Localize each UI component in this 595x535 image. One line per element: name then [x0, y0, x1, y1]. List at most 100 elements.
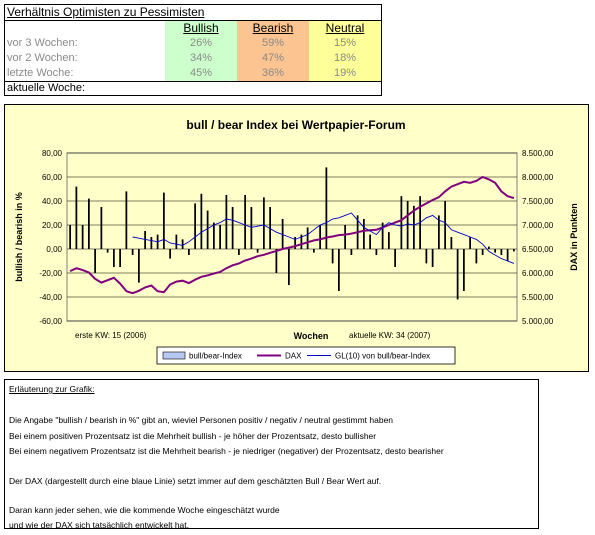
- bar: [106, 249, 109, 253]
- header-neutral: Neutral: [325, 21, 365, 35]
- series-line: [132, 212, 515, 264]
- series-line: [69, 175, 515, 295]
- legend-label: GL(10) von bull/bear-Index: [335, 352, 430, 361]
- bar: [300, 234, 303, 249]
- bar: [288, 249, 290, 285]
- bar: [269, 207, 271, 249]
- y2-tick-label: 5.500,00: [522, 293, 554, 302]
- table-title: Verhältnis Optimisten zu Pessimisten: [7, 5, 205, 19]
- chart-panel: 80,00 60,00 40,00 20,00 0,00 -20,00 -40,00 -60,…: [4, 104, 589, 372]
- bar: [294, 237, 296, 249]
- explanation-line: Der DAX (dargestellt durch eine blaue Li…: [9, 476, 382, 486]
- bar: [150, 237, 153, 249]
- explanation-line: Bei einem positiven Prozentsatz ist die …: [9, 431, 377, 441]
- bar: [400, 196, 403, 249]
- bar: [431, 249, 434, 267]
- bar: [369, 234, 371, 249]
- plot-area: [66, 152, 518, 322]
- bar: [406, 201, 409, 249]
- y2-tick-label: 8.000,00: [522, 173, 554, 182]
- end-week-label: aktuelle KW: 34 (2007): [349, 331, 431, 340]
- sentiment-table: Verhältnis Optimisten zu Pessimisten Bul…: [4, 4, 382, 96]
- bar: [213, 222, 215, 249]
- bar: [263, 197, 265, 249]
- y2-tick-label: 6.000,00: [522, 269, 554, 278]
- cell-bullish: 45%: [189, 67, 213, 79]
- neutral-column: [309, 21, 381, 81]
- header-bearish: Bearish: [252, 21, 294, 35]
- bar: [438, 215, 440, 249]
- bar: [194, 203, 196, 249]
- bar: [313, 249, 315, 253]
- bar: [463, 249, 465, 291]
- legend-box: [156, 346, 456, 365]
- bull-bear-chart: 80,00 60,00 40,00 20,00 0,00 -20,00 -40,00 -60,…: [14, 118, 579, 365]
- y-tick-label: -60,00: [39, 317, 62, 326]
- cell-neutral: 18%: [333, 52, 357, 64]
- explanation-title: Erläuterung zur Grafik:: [9, 384, 95, 394]
- bar: [181, 239, 184, 249]
- explanation-line: Die Angabe "bullish / bearish in %" gibt…: [9, 415, 394, 425]
- bar: [306, 227, 309, 249]
- bar: [513, 249, 515, 252]
- y-tick-label: 80,00: [42, 149, 63, 158]
- y2-tick-label: 7.000,00: [522, 221, 554, 230]
- bar: [456, 249, 459, 300]
- bar: [81, 225, 84, 249]
- bar: [350, 249, 353, 255]
- row-label-current: aktuelle Woche:: [7, 82, 86, 94]
- row-label: vor 3 Wochen:: [7, 37, 78, 49]
- bar: [138, 249, 140, 283]
- legend-label: bull/bear-Index: [189, 352, 242, 361]
- y-tick-label: -40,00: [39, 293, 62, 302]
- row-label: vor 2 Wochen:: [7, 52, 78, 64]
- bar: [94, 249, 96, 273]
- cell-bearish: 36%: [261, 67, 285, 79]
- bar: [131, 249, 134, 255]
- legend-swatch: [162, 351, 186, 360]
- bar: [231, 207, 234, 249]
- y-tick-label: 60,00: [42, 173, 63, 182]
- legend-label: DAX: [285, 352, 302, 361]
- explanation-line: Bei einem negativem Prozentsatz ist die …: [9, 446, 444, 456]
- row-label: letzte Woche:: [7, 67, 74, 79]
- bar: [363, 219, 365, 249]
- cell-neutral: 15%: [333, 37, 357, 49]
- cell-neutral: 19%: [333, 67, 357, 79]
- y2-tick-label: 6.500,00: [522, 245, 554, 254]
- bar: [325, 167, 328, 249]
- bar: [413, 205, 415, 249]
- bullish-column: [165, 21, 237, 81]
- y-tick-label: 20,00: [42, 221, 63, 230]
- bar: [75, 186, 78, 249]
- bar: [388, 232, 390, 249]
- bar: [250, 207, 253, 249]
- y-tick-label: 0,00: [46, 245, 62, 254]
- bar: [281, 219, 284, 249]
- chart-title: bull / bear Index bei Wertpapier-Forum: [186, 118, 405, 132]
- y2-tick-label: 5.000,00: [522, 317, 554, 326]
- bar: [506, 249, 509, 261]
- bar: [444, 201, 446, 249]
- cell-bearish: 59%: [261, 37, 285, 49]
- y2-axis-label: DAX in Punkten: [569, 203, 579, 271]
- bar: [494, 249, 496, 253]
- bar: [69, 225, 71, 249]
- bar: [331, 249, 334, 264]
- bar: [344, 225, 346, 249]
- y2-tick-label: 8.500,00: [522, 149, 554, 158]
- bearish-column: [237, 21, 309, 81]
- bar: [119, 249, 121, 267]
- bar: [381, 222, 384, 249]
- bar: [425, 249, 428, 264]
- bar: [100, 207, 103, 249]
- bar: [319, 225, 321, 249]
- cell-bearish: 47%: [261, 52, 285, 64]
- bar: [481, 249, 484, 255]
- bar: [338, 249, 340, 291]
- y2-tick-label: 7.500,00: [522, 197, 554, 206]
- bar: [256, 249, 259, 253]
- bar: [475, 249, 478, 264]
- bar: [244, 195, 246, 249]
- header-bullish: Bullish: [183, 21, 219, 35]
